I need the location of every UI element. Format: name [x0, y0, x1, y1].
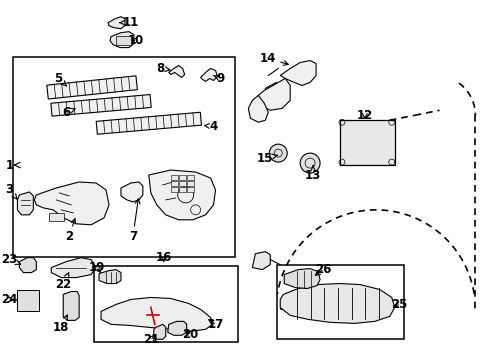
Text: 14: 14	[260, 52, 288, 65]
Bar	[187, 181, 194, 186]
Polygon shape	[99, 270, 121, 284]
Text: 21: 21	[143, 333, 159, 346]
Bar	[18, 289, 39, 311]
Polygon shape	[200, 68, 218, 81]
Polygon shape	[20, 258, 36, 273]
Text: 7: 7	[129, 199, 140, 243]
Polygon shape	[258, 78, 290, 110]
Bar	[179, 175, 186, 180]
Text: 11: 11	[120, 16, 139, 29]
Text: 9: 9	[214, 72, 224, 85]
Text: 23: 23	[1, 253, 21, 266]
Polygon shape	[51, 258, 96, 278]
Bar	[13, 57, 236, 257]
Polygon shape	[149, 170, 216, 220]
Text: 26: 26	[315, 263, 331, 276]
Bar	[51, 95, 151, 116]
Bar	[94, 266, 239, 342]
Text: 8: 8	[157, 62, 170, 75]
Bar	[179, 181, 186, 186]
Text: 2: 2	[65, 219, 76, 243]
Polygon shape	[154, 324, 166, 339]
Text: 20: 20	[182, 328, 199, 341]
Bar	[171, 187, 178, 192]
Text: 12: 12	[357, 109, 373, 122]
Text: 3: 3	[5, 184, 17, 199]
Polygon shape	[168, 321, 187, 335]
Text: 10: 10	[128, 34, 144, 47]
Text: 6: 6	[62, 106, 75, 119]
Bar	[179, 187, 186, 192]
Bar	[171, 175, 178, 180]
Polygon shape	[110, 32, 134, 48]
Text: 25: 25	[392, 298, 408, 311]
Text: 13: 13	[305, 166, 321, 181]
Polygon shape	[121, 182, 143, 202]
Polygon shape	[248, 95, 269, 122]
Text: 18: 18	[53, 315, 70, 334]
Bar	[187, 175, 194, 180]
Text: 1: 1	[5, 158, 14, 172]
Bar	[47, 76, 137, 99]
Text: 4: 4	[204, 120, 218, 133]
Text: 15: 15	[257, 152, 278, 165]
Text: 17: 17	[207, 318, 223, 331]
Polygon shape	[252, 252, 270, 270]
Text: 24: 24	[1, 293, 18, 306]
Polygon shape	[101, 297, 213, 331]
Polygon shape	[169, 66, 185, 77]
Text: 16: 16	[156, 251, 172, 264]
Polygon shape	[108, 17, 125, 29]
Bar	[116, 36, 131, 45]
Polygon shape	[63, 292, 79, 320]
Polygon shape	[34, 182, 109, 225]
Circle shape	[270, 144, 287, 162]
Polygon shape	[18, 192, 33, 215]
Polygon shape	[284, 269, 320, 288]
Circle shape	[300, 153, 320, 173]
Bar	[277, 265, 404, 339]
Bar	[187, 187, 194, 192]
Text: 22: 22	[55, 273, 72, 291]
Text: 5: 5	[54, 72, 67, 86]
Polygon shape	[280, 284, 395, 323]
Text: 19: 19	[89, 261, 105, 274]
Bar	[171, 181, 178, 186]
Bar	[96, 112, 201, 134]
Bar	[49, 213, 64, 221]
Polygon shape	[280, 60, 316, 85]
Bar	[340, 120, 395, 165]
